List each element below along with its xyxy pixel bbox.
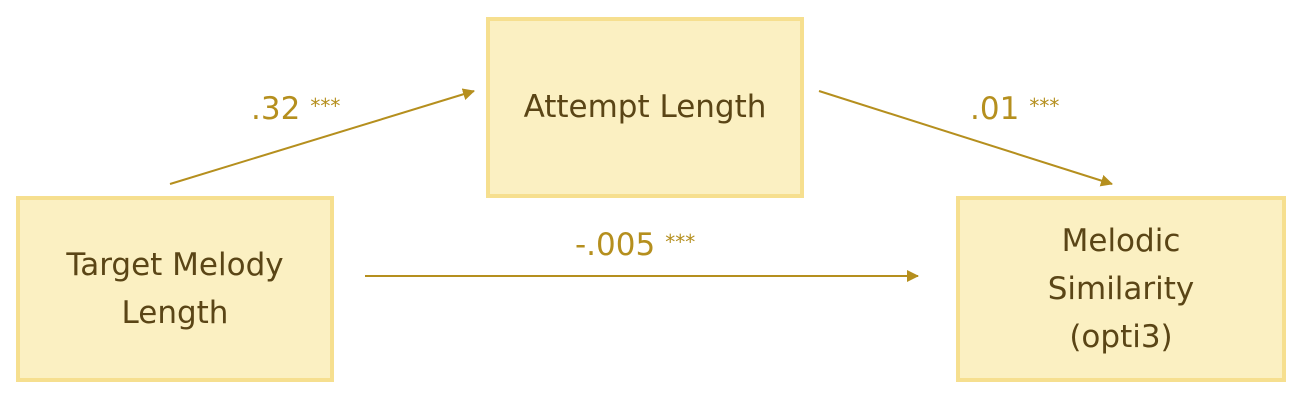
node-target-line-2: Length [121, 295, 229, 331]
significance-target-to-attempt: *** [310, 94, 341, 118]
node-similarity-line-2: Similarity [1047, 270, 1195, 307]
coefficient-target-to-similarity: -.005 [575, 227, 656, 263]
arrow-attempt-to-similarity [818, 90, 1113, 187]
node-attempt-length: Attempt Length [486, 17, 804, 198]
node-target-label: Target Melody Length [66, 241, 283, 337]
arrow-target-to-attempt [169, 88, 475, 185]
significance-attempt-to-similarity: *** [1029, 94, 1060, 118]
coefficient-attempt-to-similarity: .01 [970, 91, 1020, 127]
node-melodic-similarity: Melodic Similarity (opti3) [956, 196, 1286, 382]
node-attempt-label: Attempt Length [524, 83, 767, 131]
edge-label-attempt-to-similarity: .01 *** [970, 94, 1059, 125]
edge-label-target-to-similarity: -.005 *** [575, 230, 695, 261]
edge-label-target-to-attempt: .32 *** [251, 94, 340, 125]
node-target-line-1: Target Melody [66, 246, 284, 283]
node-similarity-line-1: Melodic [1061, 222, 1181, 259]
node-similarity-line-3: (opti3) [1069, 319, 1173, 356]
coefficient-target-to-attempt: .32 [251, 91, 301, 127]
significance-target-to-similarity: *** [665, 230, 696, 254]
node-target-melody-length: Target Melody Length [16, 196, 334, 382]
node-similarity-label: Melodic Similarity (opti3) [1048, 217, 1195, 361]
node-attempt-line-1: Attempt Length [523, 89, 767, 126]
